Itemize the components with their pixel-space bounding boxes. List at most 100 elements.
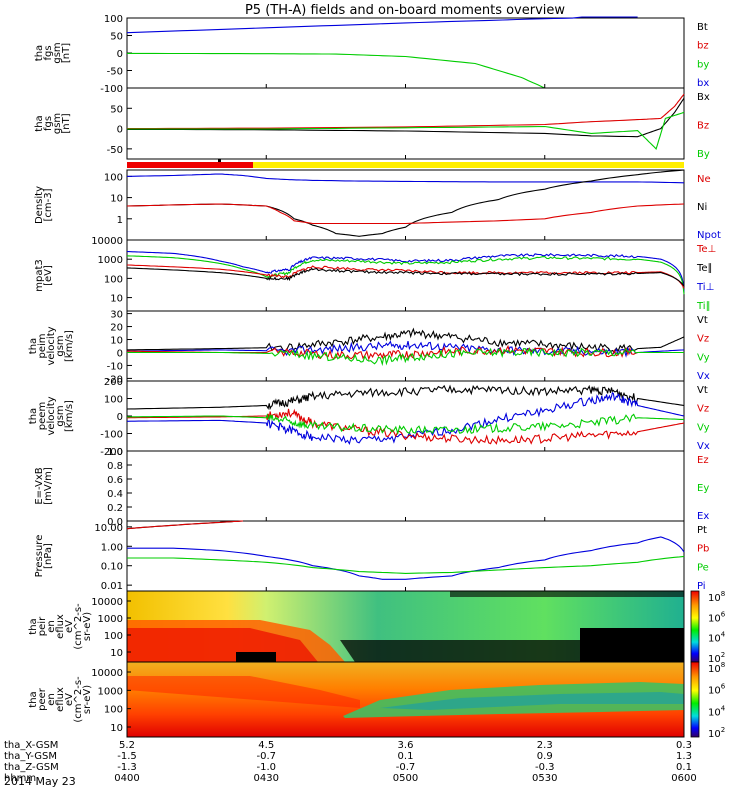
- colorbar-label: 108: [708, 661, 725, 675]
- ion-spectrogram-bottom-block: [236, 652, 276, 662]
- ytick-label: 1.0: [107, 447, 123, 458]
- time-axis: tha_X-GSM 5.2 4.5 3.6 2.3 0.3 tha_Y-GSM -1.5 -0.…: [4, 740, 697, 784]
- panel-ylabel-line: [km/s]: [64, 330, 75, 362]
- panel-frame: [126, 239, 685, 312]
- ytick-label: 10000: [91, 668, 123, 679]
- legend-red: Ez: [697, 455, 709, 466]
- legend-red: Te⊥: [696, 244, 716, 255]
- ytick-label: 1000: [98, 686, 123, 697]
- legend-blue: bx: [697, 78, 709, 89]
- time-axis-row-label: hhmm: [4, 773, 36, 784]
- panel-frame: [126, 520, 685, 592]
- ion-spectrogram-black-block: [580, 628, 684, 662]
- colorbar-label-exponent: 8: [721, 590, 725, 598]
- series-line-green: [127, 347, 684, 367]
- ytick-label: 0.10: [101, 562, 123, 573]
- series-line-green: [127, 555, 685, 574]
- state-bar-red: [127, 162, 253, 168]
- electron-spectrogram-frame: [126, 661, 685, 738]
- ytick-label: -100: [100, 84, 123, 95]
- panel-ylabel-line: sr-eV): [82, 612, 93, 641]
- ytick-label: 10: [110, 723, 123, 734]
- series-line-black: [126, 267, 685, 287]
- colorbar-label: 106: [708, 610, 726, 624]
- panel-efield: E=-VxB[mV/m] 1.0 0.8 0.6 0.4 0.2 0.0 Ez Ey Ex: [34, 447, 709, 528]
- electron-spectrogram-plume-core: [380, 692, 684, 710]
- ytick-label: -50: [107, 145, 123, 156]
- time-axis-value: -1.3: [117, 762, 137, 773]
- series-line-black: [126, 384, 685, 411]
- panel-ylabel-line: tha: [28, 408, 39, 424]
- legend-red: Bz: [697, 121, 709, 132]
- ytick-label: -20: [107, 374, 123, 385]
- colorbar-electron: 108 106 104 102: [690, 661, 726, 740]
- ytick-label: 1000: [98, 255, 123, 266]
- colorbar-label: 102: [708, 726, 725, 740]
- ytick-label: 20: [110, 323, 123, 334]
- colorbar-label-exponent: 2: [721, 651, 725, 659]
- ytick-label: 10.00: [94, 523, 123, 534]
- series-line-blue: [126, 340, 685, 358]
- ytick-label: 0.01: [101, 581, 123, 592]
- panel-ylabel-line: [km/s]: [64, 400, 75, 432]
- panel-ylabel-line: tha: [28, 618, 39, 634]
- panel-ylabel-line: en: [46, 620, 57, 633]
- panel-ylabel-line: tha: [34, 45, 45, 61]
- ytick-label: 10: [110, 294, 123, 305]
- legend-blue: Ex: [697, 511, 709, 522]
- time-axis-value: -0.7: [396, 762, 416, 773]
- panel-ylabel-line: [nPa]: [43, 543, 54, 569]
- panel-ylabel-line: [cm-3]: [43, 188, 54, 221]
- panel-ylabel-line: velocity: [46, 396, 57, 435]
- legend-black: Te∥: [696, 263, 713, 274]
- ytick-label: 1: [117, 215, 123, 226]
- ytick-label: -50: [107, 67, 123, 78]
- ytick-label: 0.0: [107, 517, 123, 528]
- colorbar-label-exponent: 6: [721, 610, 726, 618]
- panel-ylabel-line: velocity: [46, 326, 57, 365]
- panel-ylabel-line: gsm: [52, 113, 63, 134]
- panel-frame: [126, 450, 685, 522]
- legend-green: Vy: [697, 352, 710, 363]
- ytick-label: 0.4: [107, 489, 123, 500]
- legend-black: Ni: [697, 202, 707, 213]
- panel-ylabel-line: eflux: [55, 614, 66, 639]
- panel-ylabel-line: mpat3: [34, 259, 45, 292]
- colorbar-label-exponent: 4: [721, 704, 726, 712]
- panel-ylabel-line: peer: [37, 687, 48, 711]
- series-line-green: [127, 111, 685, 150]
- colorbar-label-exponent: 6: [721, 683, 726, 691]
- ytick-label: 100: [104, 631, 123, 642]
- time-axis-value: 2.3: [537, 740, 553, 751]
- ytick-label: 0.6: [107, 475, 123, 486]
- state-bar-yellow: [253, 162, 684, 168]
- ytick-label: 100: [104, 172, 123, 183]
- panel-ylabel-line: fgs: [43, 116, 54, 131]
- legend-green: Ti∥: [696, 301, 711, 312]
- series-line-black: [126, 327, 685, 353]
- time-axis-value: 0400: [114, 773, 139, 784]
- panel-ylabel-line: E=-VxB: [34, 467, 45, 504]
- time-axis-value: 5.2: [119, 740, 135, 751]
- panel-ylabel-line: en: [46, 693, 57, 706]
- series-line-green: [127, 52, 546, 89]
- time-axis-value: 0600: [671, 773, 696, 784]
- ytick-label: 1000: [98, 614, 123, 625]
- ytick-label: -100: [100, 430, 123, 441]
- legend-green: By: [697, 149, 710, 160]
- time-axis-value: 0530: [532, 773, 557, 784]
- panel-ylabel-line: peem: [37, 402, 48, 430]
- panel-temperature: mpat3[eV] 10000 1000 100 10 Te⊥ Te∥ Ti⊥ Ti∥: [34, 236, 716, 312]
- panel-ylabel-line: (cm^2-s-: [73, 676, 84, 723]
- legend-black: Vt: [697, 385, 708, 396]
- panel-ylabel-line: tha: [34, 115, 45, 131]
- series-line-blue: [127, 251, 685, 292]
- panel-ylabel-line: Density: [34, 186, 45, 224]
- legend-black: Vt: [697, 315, 708, 326]
- series-line-green: [126, 255, 685, 295]
- panel-ylabel-line: sr-eV): [82, 685, 93, 714]
